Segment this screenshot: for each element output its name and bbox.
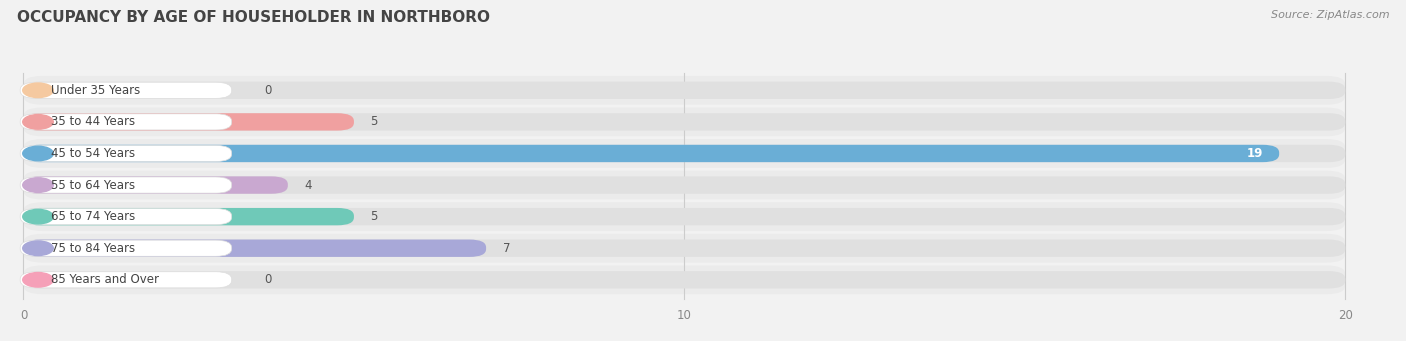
FancyBboxPatch shape (24, 265, 1346, 294)
Text: 5: 5 (370, 210, 378, 223)
Text: 7: 7 (502, 242, 510, 255)
Text: 5: 5 (370, 115, 378, 129)
Text: 0: 0 (264, 84, 273, 97)
FancyBboxPatch shape (24, 113, 1346, 131)
Circle shape (22, 209, 53, 224)
Text: 35 to 44 Years: 35 to 44 Years (51, 115, 135, 129)
FancyBboxPatch shape (24, 176, 288, 194)
Circle shape (22, 272, 53, 287)
Text: 0: 0 (264, 273, 273, 286)
FancyBboxPatch shape (24, 208, 354, 225)
Text: 45 to 54 Years: 45 to 54 Years (51, 147, 135, 160)
Text: Under 35 Years: Under 35 Years (51, 84, 141, 97)
FancyBboxPatch shape (24, 145, 1346, 162)
FancyBboxPatch shape (20, 145, 232, 162)
FancyBboxPatch shape (24, 139, 1346, 168)
Circle shape (22, 83, 53, 98)
FancyBboxPatch shape (20, 272, 232, 288)
Circle shape (22, 241, 53, 255)
FancyBboxPatch shape (24, 234, 1346, 263)
Text: 55 to 64 Years: 55 to 64 Years (51, 179, 135, 192)
FancyBboxPatch shape (24, 202, 1346, 231)
Text: Source: ZipAtlas.com: Source: ZipAtlas.com (1271, 10, 1389, 20)
FancyBboxPatch shape (24, 81, 1346, 99)
FancyBboxPatch shape (24, 176, 1346, 194)
FancyBboxPatch shape (20, 240, 232, 256)
Text: 4: 4 (304, 179, 312, 192)
Text: 65 to 74 Years: 65 to 74 Years (51, 210, 135, 223)
Text: 75 to 84 Years: 75 to 84 Years (51, 242, 135, 255)
Circle shape (22, 178, 53, 192)
Circle shape (22, 115, 53, 129)
FancyBboxPatch shape (24, 145, 1279, 162)
FancyBboxPatch shape (24, 239, 1346, 257)
FancyBboxPatch shape (24, 113, 354, 131)
Text: 19: 19 (1246, 147, 1263, 160)
Text: 85 Years and Over: 85 Years and Over (51, 273, 159, 286)
Text: OCCUPANCY BY AGE OF HOUSEHOLDER IN NORTHBORO: OCCUPANCY BY AGE OF HOUSEHOLDER IN NORTH… (17, 10, 489, 25)
FancyBboxPatch shape (24, 271, 1346, 288)
FancyBboxPatch shape (20, 209, 232, 225)
FancyBboxPatch shape (24, 208, 1346, 225)
FancyBboxPatch shape (24, 107, 1346, 136)
FancyBboxPatch shape (20, 82, 232, 98)
FancyBboxPatch shape (20, 177, 232, 193)
FancyBboxPatch shape (20, 114, 232, 130)
FancyBboxPatch shape (24, 171, 1346, 199)
FancyBboxPatch shape (24, 76, 1346, 105)
FancyBboxPatch shape (24, 239, 486, 257)
Circle shape (22, 146, 53, 161)
